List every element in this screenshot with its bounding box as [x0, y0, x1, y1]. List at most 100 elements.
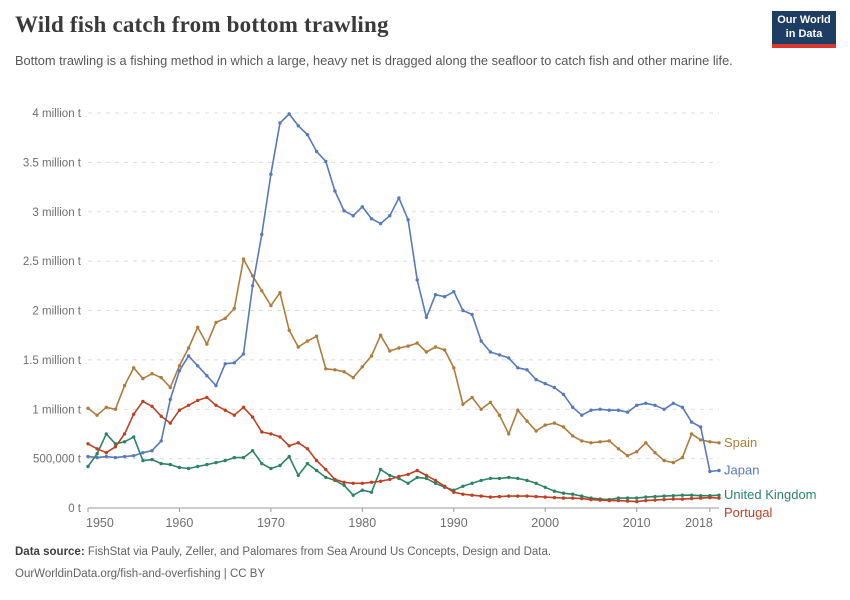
data-point: [424, 315, 429, 320]
data-point: [186, 346, 191, 350]
data-point: [214, 320, 218, 325]
data-point: [351, 214, 355, 218]
legend-label-japan[interactable]: Japan: [724, 463, 759, 478]
data-point: [479, 339, 483, 343]
data-point: [589, 408, 593, 412]
data-point: [625, 454, 630, 458]
data-point: [205, 342, 209, 346]
chart-footer: Data source: FishStat via Pauly, Zeller,…: [15, 542, 551, 586]
data-point: [250, 284, 255, 288]
data-point: [625, 496, 630, 500]
data-point: [598, 407, 602, 411]
data-point: [113, 455, 118, 460]
data-point: [561, 425, 566, 429]
x-tick-label: 2000: [531, 516, 559, 530]
data-point: [635, 496, 639, 500]
data-point: [132, 366, 136, 370]
data-point: [534, 481, 538, 485]
data-point: [543, 495, 547, 499]
data-point: [397, 346, 401, 350]
data-point: [534, 494, 538, 499]
data-point: [644, 441, 648, 445]
data-point: [141, 451, 145, 455]
data-point: [598, 498, 602, 502]
series-united-kingdom[interactable]: [86, 432, 721, 502]
data-point: [388, 349, 392, 353]
data-point: [552, 495, 557, 500]
data-point: [689, 493, 694, 497]
series-line-united-kingdom: [87, 433, 720, 501]
data-point: [580, 496, 584, 501]
owid-url-link[interactable]: OurWorldinData.org/fish-and-overfishing: [15, 567, 221, 580]
data-point: [561, 491, 566, 495]
data-point: [250, 449, 255, 453]
data-point: [333, 189, 337, 193]
data-point: [388, 214, 392, 218]
data-point: [278, 291, 282, 295]
data-point: [223, 408, 227, 412]
data-point: [122, 454, 127, 459]
data-point: [104, 432, 109, 436]
data-point: [516, 366, 520, 370]
data-point: [516, 476, 520, 481]
data-point: [653, 498, 657, 502]
data-point: [113, 445, 118, 449]
legend-label-spain[interactable]: Spain: [724, 435, 757, 450]
data-point: [433, 345, 438, 349]
data-point: [342, 209, 346, 213]
data-point: [488, 476, 493, 481]
data-point: [461, 402, 465, 406]
legend-label-portugal[interactable]: Portugal: [724, 505, 773, 520]
owid-logo[interactable]: Our World in Data: [772, 11, 836, 48]
data-point: [250, 415, 255, 419]
series-portugal[interactable]: [86, 395, 721, 504]
data-point: [406, 481, 410, 485]
data-point: [708, 495, 712, 500]
data-point: [470, 395, 474, 400]
data-point: [260, 289, 264, 293]
data-point: [104, 454, 109, 459]
data-point: [159, 414, 163, 418]
series-spain[interactable]: [86, 257, 721, 465]
data-point: [433, 293, 438, 297]
data-point: [305, 447, 310, 451]
legend-label-united-kingdom[interactable]: United Kingdom: [724, 487, 817, 502]
data-point: [717, 441, 721, 445]
y-tick-label: 2 million t: [32, 306, 81, 318]
data-point: [269, 432, 273, 436]
data-point: [552, 385, 557, 390]
data-point: [461, 492, 465, 496]
data-point: [296, 345, 300, 349]
data-point: [689, 432, 694, 436]
data-point: [351, 481, 355, 485]
data-point: [150, 457, 154, 462]
data-point: [342, 480, 346, 484]
data-point: [525, 419, 529, 423]
data-point: [607, 498, 611, 503]
data-point: [470, 481, 474, 485]
data-point: [443, 295, 447, 299]
data-point: [369, 217, 374, 221]
data-point: [452, 490, 456, 494]
data-point: [561, 392, 566, 397]
data-point: [671, 494, 675, 498]
data-point: [616, 447, 621, 451]
data-point: [689, 420, 694, 424]
data-point: [196, 364, 200, 368]
data-point: [369, 354, 374, 358]
data-point: [598, 440, 602, 444]
data-point: [497, 353, 502, 357]
data-point: [296, 473, 300, 478]
data-point: [461, 308, 465, 313]
series-japan[interactable]: [86, 112, 721, 474]
data-point: [625, 410, 630, 414]
data-point: [635, 499, 639, 504]
data-point: [351, 493, 355, 497]
y-tick-label: 0 t: [68, 503, 82, 515]
data-point: [461, 484, 465, 488]
data-point: [122, 440, 127, 444]
data-point: [287, 112, 291, 116]
data-point: [305, 461, 310, 466]
data-point: [470, 493, 474, 497]
